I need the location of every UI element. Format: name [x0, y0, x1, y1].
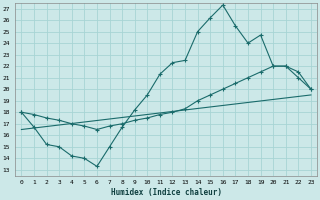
X-axis label: Humidex (Indice chaleur): Humidex (Indice chaleur)	[111, 188, 222, 197]
